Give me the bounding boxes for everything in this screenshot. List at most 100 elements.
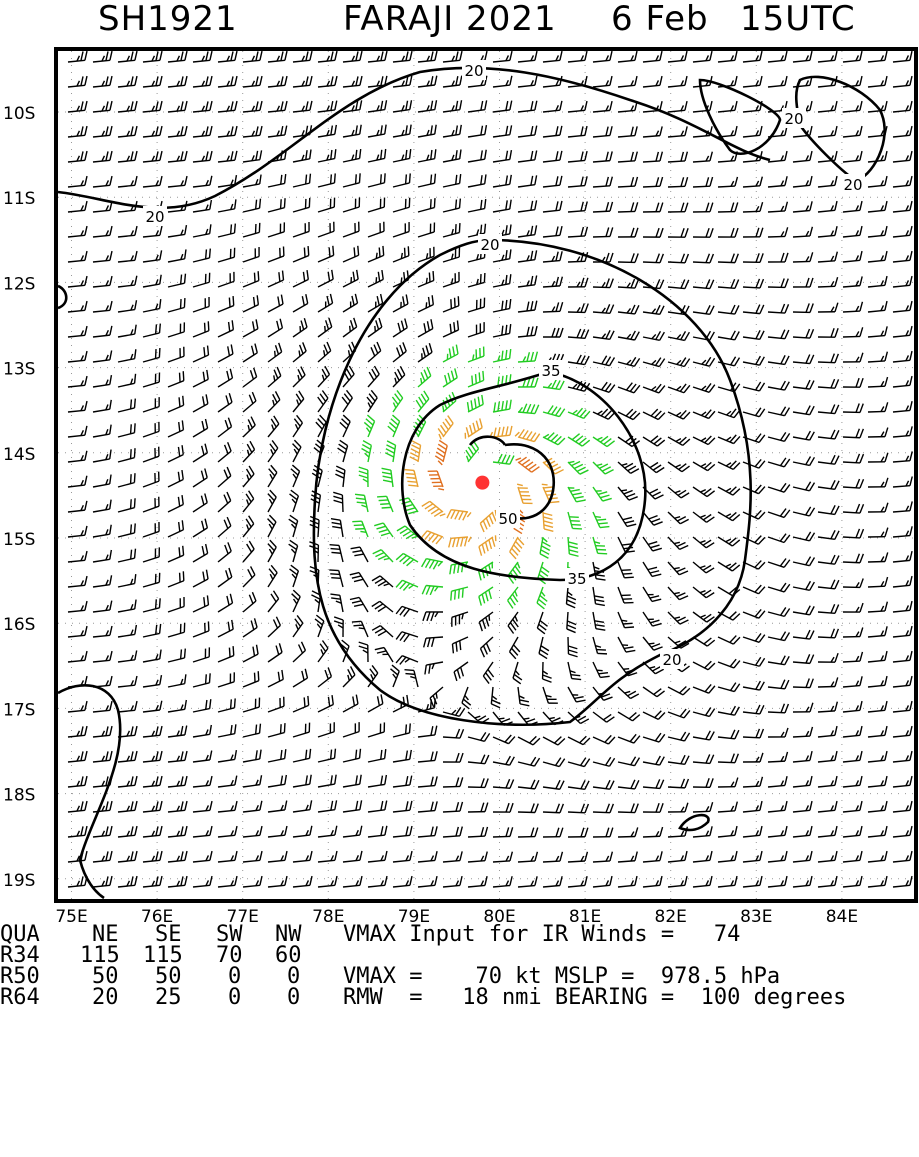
wind-barb [443,368,457,387]
wind-barb [318,318,332,337]
wind-barb [718,177,737,187]
wind-barb [93,601,112,612]
wind-barb [543,433,565,445]
wind-barb [168,776,187,787]
r50-nw: 0 [287,966,300,987]
quadrant-sw: SW [216,924,243,945]
wind-barb [618,487,638,500]
wind-barb [818,51,837,62]
vmax-line: VMAX = 70 kt MSLP = 978.5 hPa [343,966,780,987]
wind-barb [793,532,815,541]
wind-barb [468,803,488,812]
wind-barb [243,775,262,787]
wind-barb [743,826,762,837]
wind-barb [893,451,912,462]
wind-barb [793,751,812,762]
wind-barb [293,149,311,162]
title-bar: SH1921 FARAJI 2021 6 Feb 15UTC [0,0,919,44]
wind-barb [493,349,511,362]
wind-barb [68,126,87,137]
wind-barb [568,852,587,862]
wind-barb [333,492,343,512]
wind-barb [243,126,262,137]
wind-barb [343,695,358,712]
wind-barb [428,471,444,490]
wind-barb [93,101,112,112]
wind-barb [543,302,563,312]
wind-barb [868,478,888,487]
wind-barb [818,851,837,862]
contour-label: 35 [567,570,586,588]
wind-barb [693,152,712,162]
wind-barb [443,777,463,787]
wind-barb [218,492,231,512]
wind-barb [843,276,862,287]
stats-panel: QUA NE SE SW NW VMAX Input for IR Winds … [0,924,919,1014]
wind-barb [168,101,187,112]
wind-barb [218,467,231,487]
wind-barb [818,405,839,414]
wind-barb [93,126,112,137]
lon-label: 83E [740,907,772,924]
wind-barb [343,270,358,287]
wind-contour [58,286,66,308]
storm-center-marker [475,476,489,490]
wind-barb [643,358,665,367]
wind-barb [668,331,689,340]
wind-barb [118,776,137,787]
wind-barb [793,456,814,465]
wind-barb [518,250,537,262]
wind-barb [793,201,812,212]
wind-barb [843,403,863,412]
wind-barb [668,177,688,187]
wind-barb [118,448,135,462]
wind-barb [743,681,764,690]
wind-barb [493,827,513,837]
wind-barb [693,754,714,763]
wind-barb [396,606,418,616]
wind-barb [868,377,888,387]
wind-barb [193,297,209,312]
wind-barb [443,100,462,112]
wind-barb [868,326,887,337]
wind-barb [293,642,305,662]
wind-barb [868,76,887,87]
wind-barb [315,615,324,637]
wind-barb [343,749,360,762]
storm-name: FARAJI 2021 [343,0,557,38]
wind-barb [318,695,333,712]
wind-barb [568,355,589,365]
wind-barb [493,175,511,187]
wind-barb [643,733,665,742]
wind-barb [843,126,862,137]
wind-barb [543,758,565,767]
wind-barb [793,380,814,389]
wind-barb [193,151,212,162]
quadrant-nw: NW [275,924,302,945]
wind-contour [700,80,780,154]
wind-barb [818,303,838,312]
wind-barb [393,125,411,137]
wind-barb [393,173,410,187]
wind-barb [359,467,368,487]
wind-barb [382,468,393,487]
wind-barb [443,296,459,312]
wind-barb [493,150,511,162]
wind-barb [93,676,112,687]
wind-barb [543,405,565,416]
contour-label: 35 [541,362,560,380]
wind-barb [543,126,562,137]
wind-barb [143,573,160,587]
wind-barb [793,581,814,590]
wind-barb [340,415,350,437]
wind-barb [868,826,887,837]
wind-barb [843,603,863,612]
wind-barb [618,202,638,212]
wind-barb [393,851,412,862]
wind-barb [468,100,487,112]
wind-barb [243,851,262,862]
wind-barb [410,441,421,462]
wind-barb [143,801,162,812]
quadrant-header-row: QUA NE SE SW NW VMAX Input for IR Winds … [0,924,919,945]
wind-barb [343,76,362,87]
